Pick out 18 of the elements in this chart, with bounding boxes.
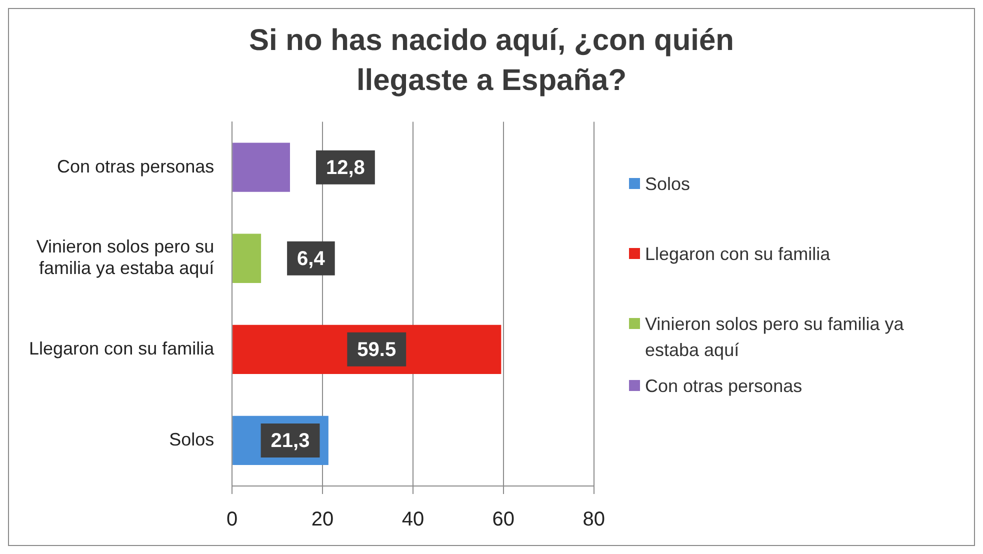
y-tick-label: Con otras personas: [57, 156, 214, 176]
x-tick-label: 80: [582, 508, 605, 531]
legend-label: Solos: [645, 173, 692, 196]
legend-label: Vinieron solos pero su familia ya estaba aquí: [645, 313, 905, 362]
data-label: 12,8: [326, 156, 365, 179]
data-label: 6,4: [297, 248, 326, 270]
y-tick-label: Solos: [169, 429, 214, 450]
data-label: 21,3: [270, 430, 310, 452]
legend-label: Llegaron con su familia: [645, 243, 832, 266]
x-tick-label: 60: [492, 508, 515, 531]
x-tick-label: 0: [226, 508, 238, 531]
data-label: 59.5: [357, 338, 396, 361]
y-tick-label: Vinieron solos pero su familia ya estaba aquí: [36, 236, 214, 278]
x-tick-label: 40: [402, 508, 424, 531]
y-tick-label: Llegaron con su familia: [28, 338, 216, 358]
legend-label: Con otras personas: [645, 375, 804, 398]
x-tick-label: 20: [311, 508, 334, 531]
chart-title: Si no has nacido aquí, ¿con quién llegaste a España?: [248, 23, 736, 99]
